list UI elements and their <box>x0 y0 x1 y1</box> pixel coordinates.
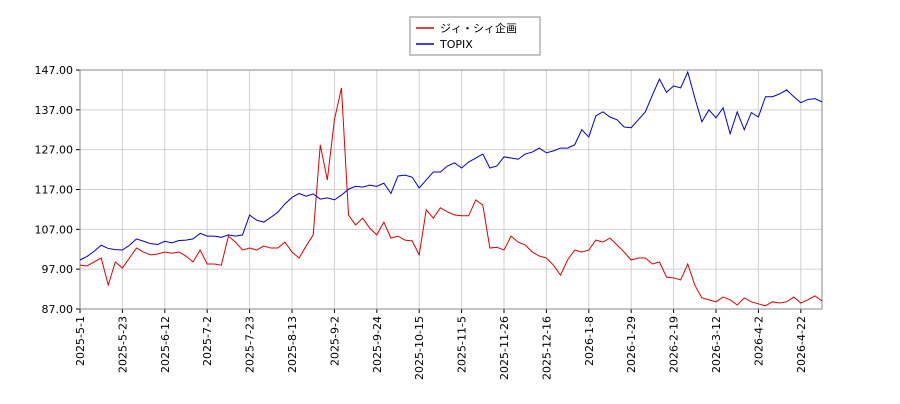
x-tick-label: 2025-6-12 <box>159 316 172 373</box>
x-tick-label: 2025-9-2 <box>328 316 341 366</box>
x-tick-label: 2026-3-12 <box>710 316 723 373</box>
y-tick-label: 147.00 <box>35 64 74 77</box>
x-tick-label: 2025-12-16 <box>540 316 553 380</box>
series-line <box>79 70 823 261</box>
x-tick-label: 2025-5-23 <box>116 316 129 373</box>
x-tick-label: 2025-9-24 <box>371 316 384 373</box>
x-tick-label: 2026-2-19 <box>668 316 681 373</box>
y-tick-label: 117.00 <box>35 184 74 197</box>
legend-label: TOPIX <box>439 38 473 51</box>
x-tick-label: 2026-1-29 <box>625 316 638 373</box>
x-tick-label: 2025-10-15 <box>413 316 426 380</box>
x-tick-label: 2025-11-5 <box>456 316 469 373</box>
y-tick-label: 127.00 <box>35 144 74 157</box>
x-tick-label: 2025-11-26 <box>498 316 511 380</box>
plot-frame <box>79 69 823 310</box>
x-tick-label: 2025-8-13 <box>286 316 299 373</box>
x-tick-label: 2025-7-23 <box>244 316 257 373</box>
y-tick-label: 87.00 <box>42 303 74 316</box>
legend-label: ジィ・シィ企画 <box>440 21 517 35</box>
x-tick-label: 2026-4-22 <box>795 316 808 373</box>
y-tick-label: 137.00 <box>35 104 74 117</box>
legend-box <box>409 16 541 56</box>
series-line <box>79 87 823 307</box>
y-tick-label: 97.00 <box>42 263 74 276</box>
x-tick-label: 2025-7-2 <box>201 316 214 366</box>
x-tick-label: 2025-5-1 <box>74 316 87 366</box>
x-tick-label: 2026-1-8 <box>583 316 596 366</box>
y-tick-label: 107.00 <box>35 223 74 236</box>
x-tick-label: 2026-4-2 <box>752 316 765 366</box>
